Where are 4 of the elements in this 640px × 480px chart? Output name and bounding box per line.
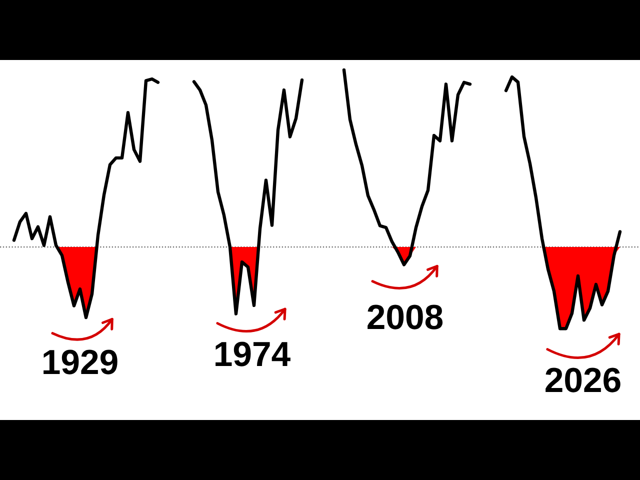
text: 1929	[44, 350, 118, 374]
text: 1974	[216, 342, 290, 366]
text: 2026	[546, 368, 620, 392]
text: 2008	[368, 304, 443, 330]
